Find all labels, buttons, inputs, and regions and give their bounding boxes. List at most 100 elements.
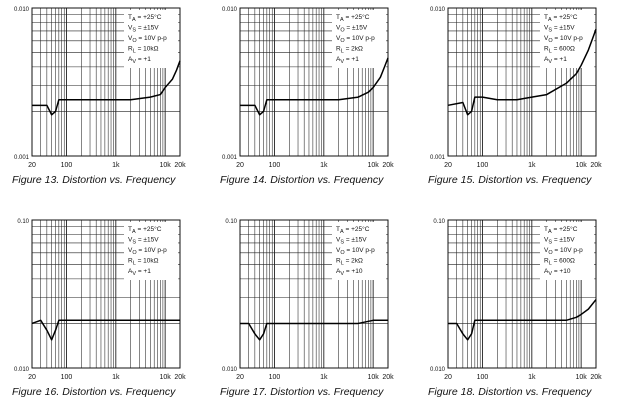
- condition-label: VO = 10V p-p: [336, 247, 375, 256]
- x-tick-label: 20: [28, 162, 36, 169]
- x-tick-label: 1k: [528, 374, 536, 381]
- series-line: [240, 57, 389, 116]
- x-tick-label: 20k: [382, 162, 394, 169]
- plot-frame: [239, 7, 389, 157]
- condition-label: AV = +1: [128, 56, 151, 65]
- condition-label: TA = +25°C: [336, 225, 370, 235]
- x-tick-label: 20k: [174, 374, 186, 381]
- condition-label: RL = 10kΩ: [128, 46, 159, 55]
- condition-label: TA = +25°C: [544, 225, 578, 235]
- x-tick-label: 1k: [112, 374, 120, 381]
- x-tick-label: 20k: [590, 162, 602, 169]
- condition-label: VO = 10V p-p: [544, 35, 583, 44]
- figure-13: TA = +25°C VS = ±15V VO = 10V p-p RL = 10kΩ…: [4, 2, 204, 202]
- y-tick-top: 0.10: [225, 219, 237, 225]
- y-tick-bottom: 0.010: [14, 367, 30, 373]
- condition-label: TA = +25°C: [128, 13, 162, 23]
- condition-label: VO = 10V p-p: [128, 35, 167, 44]
- condition-label: VS = ±15V: [544, 237, 575, 246]
- figure-caption: Figure 18. Distortion vs. Frequency: [428, 386, 592, 398]
- figure-caption: Figure 13. Distortion vs. Frequency: [12, 174, 176, 186]
- x-tick-label: 10k: [160, 374, 172, 381]
- figure-caption: Figure 17. Distortion vs. Frequency: [220, 386, 384, 398]
- y-tick-top: 0.010: [222, 7, 238, 13]
- y-tick-top: 0.10: [433, 219, 445, 225]
- plot-frame: [447, 7, 597, 157]
- y-tick-bottom: 0.001: [430, 155, 446, 161]
- condition-label: VO = ±15V: [336, 25, 368, 34]
- x-tick-label: 20: [236, 162, 244, 169]
- condition-label: VS = ±15V: [544, 25, 575, 34]
- series-line: [447, 28, 597, 116]
- condition-label: RL = 2kΩ: [336, 258, 363, 267]
- y-tick-bottom: 0.010: [222, 367, 238, 373]
- condition-label: AV = +1: [336, 56, 359, 65]
- y-tick-top: 0.010: [14, 7, 30, 13]
- x-tick-label: 20k: [382, 374, 394, 381]
- figure-17: TA = +25°C VS = ±15V VO = 10V p-p RL = 2kΩ A…: [212, 214, 412, 414]
- condition-label: VO = 10V p-p: [544, 247, 583, 256]
- condition-label: AV = +10: [336, 268, 363, 277]
- plot-frame: [239, 219, 389, 369]
- condition-label: VS = ±15V: [336, 237, 367, 246]
- figure-caption: Figure 16. Distortion vs. Frequency: [12, 386, 176, 398]
- condition-label: TA = +25°C: [128, 225, 162, 235]
- condition-label: AV = +1: [544, 56, 567, 65]
- x-tick-label: 20: [444, 374, 452, 381]
- figure-15: TA = +25°C VS = ±15V VO = 10V p-p RL = 600Ω…: [420, 2, 620, 202]
- figure-18: TA = +25°C VS = ±15V VO = 10V p-p RL = 600Ω…: [420, 214, 620, 414]
- plot-frame: [31, 219, 181, 369]
- x-tick-label: 20: [444, 162, 452, 169]
- x-tick-label: 20: [236, 374, 244, 381]
- condition-label: AV = +1: [128, 268, 151, 277]
- condition-label: VO = 10V p-p: [128, 247, 167, 256]
- condition-label: TA = +25°C: [544, 13, 578, 23]
- condition-label: TA = +25°C: [336, 13, 370, 23]
- series-line: [32, 60, 181, 116]
- x-tick-label: 1k: [528, 162, 536, 169]
- x-tick-label: 100: [61, 374, 73, 381]
- condition-label: AV = +10: [544, 268, 571, 277]
- x-tick-label: 20k: [174, 162, 186, 169]
- condition-label: VO = 10V p-p: [336, 35, 375, 44]
- x-tick-label: 1k: [112, 162, 120, 169]
- x-tick-label: 100: [269, 374, 281, 381]
- condition-label: RL = 10kΩ: [128, 258, 159, 267]
- x-tick-label: 10k: [368, 374, 380, 381]
- figure-14: TA = +25°C VO = ±15V VO = 10V p-p RL = 2kΩ A…: [212, 2, 412, 202]
- series-line: [31, 319, 180, 341]
- y-tick-bottom: 0.010: [430, 367, 446, 373]
- condition-label: VS = ±15V: [128, 237, 159, 246]
- figure-caption: Figure 15. Distortion vs. Frequency: [428, 174, 592, 186]
- x-tick-label: 20k: [590, 374, 602, 381]
- x-tick-label: 10k: [576, 162, 588, 169]
- series-line: [448, 299, 597, 341]
- figure-caption: Figure 14. Distortion vs. Frequency: [220, 174, 384, 186]
- x-tick-label: 1k: [320, 162, 328, 169]
- x-tick-label: 10k: [368, 162, 380, 169]
- y-tick-top: 0.10: [17, 219, 29, 225]
- condition-label: RL = 2kΩ: [336, 46, 363, 55]
- conditions-box: [124, 222, 178, 280]
- conditions-box: [332, 222, 386, 280]
- series-line: [240, 319, 388, 341]
- plot-frame: [31, 7, 181, 157]
- x-tick-label: 10k: [160, 162, 172, 169]
- x-tick-label: 10k: [576, 374, 588, 381]
- condition-label: RL = 600Ω: [544, 258, 575, 267]
- y-tick-bottom: 0.001: [14, 155, 30, 161]
- condition-label: RL = 600Ω: [544, 46, 575, 55]
- x-tick-label: 1k: [320, 374, 328, 381]
- x-tick-label: 100: [61, 162, 73, 169]
- conditions-box: [332, 10, 386, 68]
- conditions-box: [124, 10, 178, 68]
- y-tick-bottom: 0.001: [222, 155, 238, 161]
- y-tick-top: 0.010: [430, 7, 446, 13]
- x-tick-label: 100: [477, 162, 489, 169]
- condition-label: VS = ±15V: [128, 25, 159, 34]
